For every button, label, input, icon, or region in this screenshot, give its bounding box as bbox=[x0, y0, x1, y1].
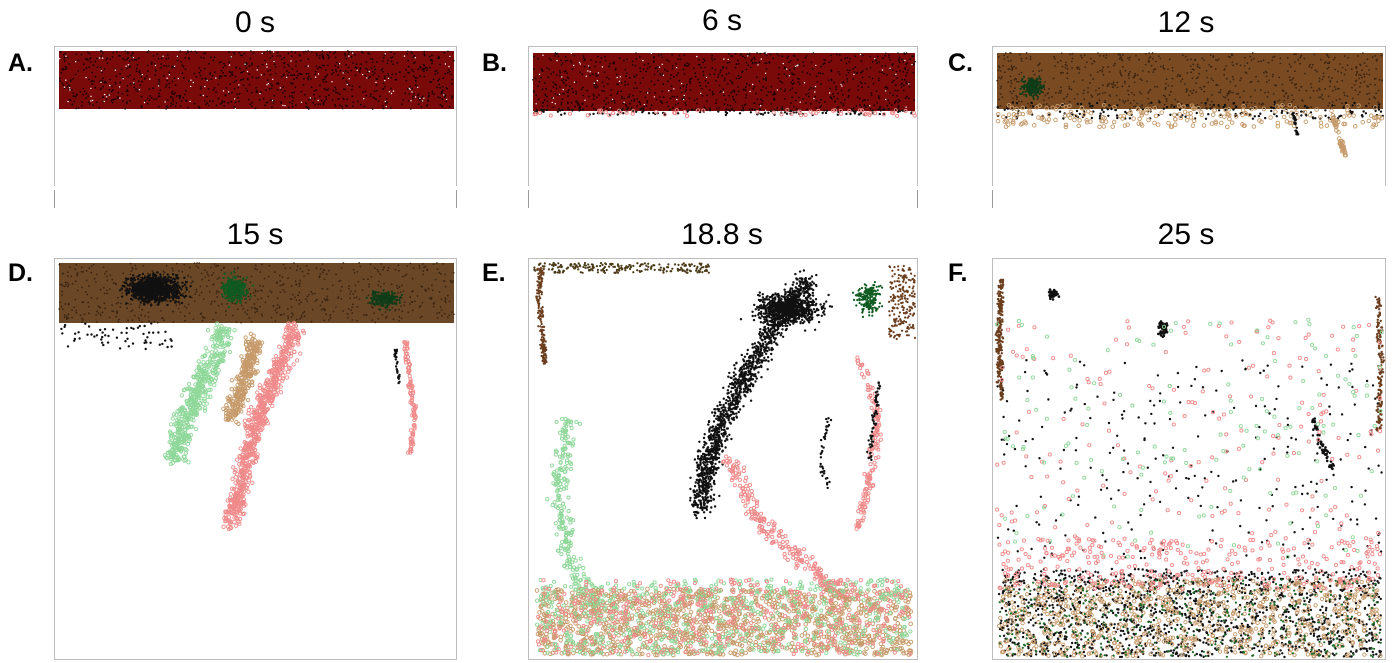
cut-mark bbox=[54, 190, 55, 208]
panel-b-image bbox=[528, 46, 918, 186]
panel-e-image bbox=[528, 258, 918, 660]
panel-f-label: F. bbox=[948, 259, 968, 287]
cut-mark bbox=[528, 190, 529, 208]
particle-layer bbox=[994, 278, 1386, 660]
panel-d-label: D. bbox=[8, 259, 33, 287]
cut-mark bbox=[917, 190, 918, 208]
particle-layer bbox=[58, 262, 455, 532]
panel-f-time: 25 s bbox=[1157, 218, 1215, 251]
panel-a-image bbox=[54, 46, 457, 186]
panel-d-time: 15 s bbox=[226, 218, 284, 251]
panel-e-label: E. bbox=[482, 259, 506, 287]
panel-c-image bbox=[992, 46, 1386, 186]
panel-a-label: A. bbox=[8, 49, 33, 77]
cut-mark bbox=[456, 190, 457, 208]
panel-c-time: 12 s bbox=[1157, 6, 1215, 39]
panel-c-label: C. bbox=[948, 49, 973, 77]
panel-b-label: B. bbox=[482, 49, 507, 77]
panel-a-time: 0 s bbox=[234, 6, 276, 39]
particle-layer bbox=[58, 50, 455, 110]
panel-b-time: 6 s bbox=[701, 4, 743, 37]
particle-layer bbox=[532, 52, 917, 118]
cut-mark bbox=[992, 190, 993, 208]
particle-layer bbox=[995, 52, 1385, 158]
particle-layer bbox=[533, 261, 917, 658]
panel-e-time: 18.8 s bbox=[681, 218, 763, 251]
panel-f-image bbox=[992, 258, 1386, 660]
panel-d-image bbox=[54, 258, 457, 660]
